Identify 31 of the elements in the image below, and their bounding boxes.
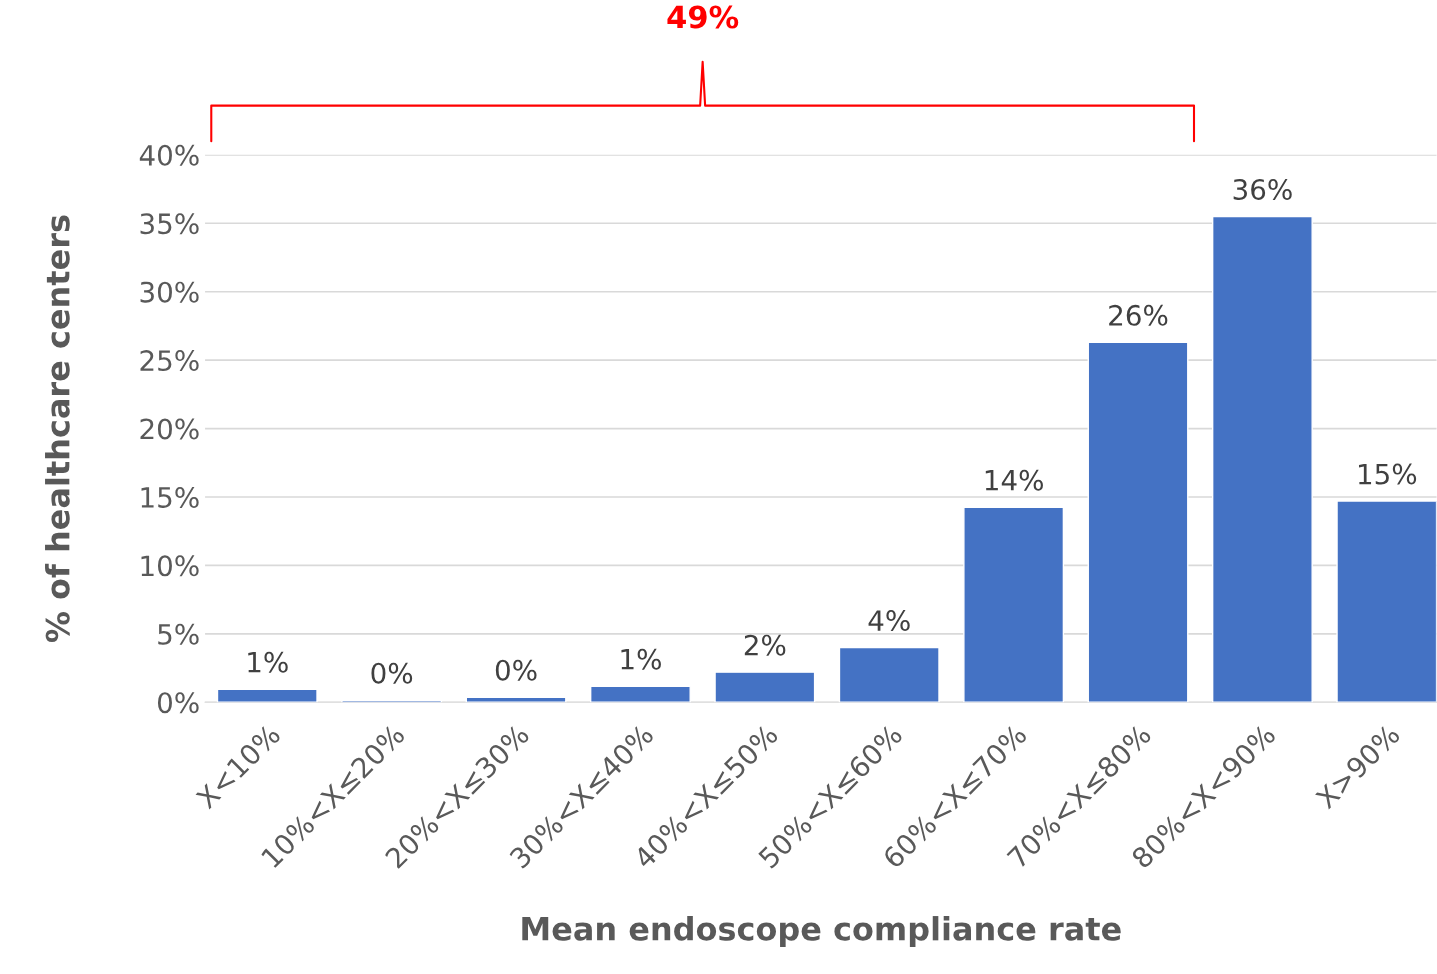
y-axis-title: % of healthcare centers bbox=[45, 215, 70, 643]
y-tick-label: 15% bbox=[141, 486, 199, 508]
y-tick-label: 10% bbox=[141, 555, 199, 577]
data-label: 15% bbox=[1358, 463, 1417, 485]
data-label: 36% bbox=[1233, 178, 1292, 200]
bar bbox=[589, 685, 691, 703]
bar bbox=[216, 688, 318, 703]
bar bbox=[1336, 500, 1437, 703]
bar bbox=[714, 671, 816, 703]
data-label: 14% bbox=[985, 469, 1043, 491]
bar bbox=[963, 506, 1065, 703]
x-axis-title: Mean endoscope compliance rate bbox=[522, 916, 1121, 947]
y-tick-label: 35% bbox=[140, 213, 199, 235]
y-tick-label: 20% bbox=[140, 418, 199, 440]
text: 49% bbox=[667, 5, 739, 29]
bar bbox=[1087, 341, 1189, 703]
data-label: 2% bbox=[744, 634, 786, 656]
data-label: 1% bbox=[248, 651, 288, 673]
y-tick-label: 25% bbox=[140, 350, 199, 372]
bar bbox=[838, 646, 940, 703]
bar bbox=[465, 696, 567, 703]
y-tick-label: 0% bbox=[157, 692, 199, 714]
bar bbox=[1211, 215, 1313, 703]
y-tick-label: 5% bbox=[158, 623, 199, 645]
y-tick-label: 40% bbox=[139, 144, 199, 166]
data-label: 4% bbox=[868, 610, 910, 632]
data-label: 0% bbox=[495, 659, 537, 681]
data-label: 1% bbox=[621, 648, 661, 670]
data-label: 0% bbox=[371, 662, 413, 684]
data-label: 26% bbox=[1109, 304, 1168, 326]
y-tick-label: 30% bbox=[140, 281, 199, 303]
